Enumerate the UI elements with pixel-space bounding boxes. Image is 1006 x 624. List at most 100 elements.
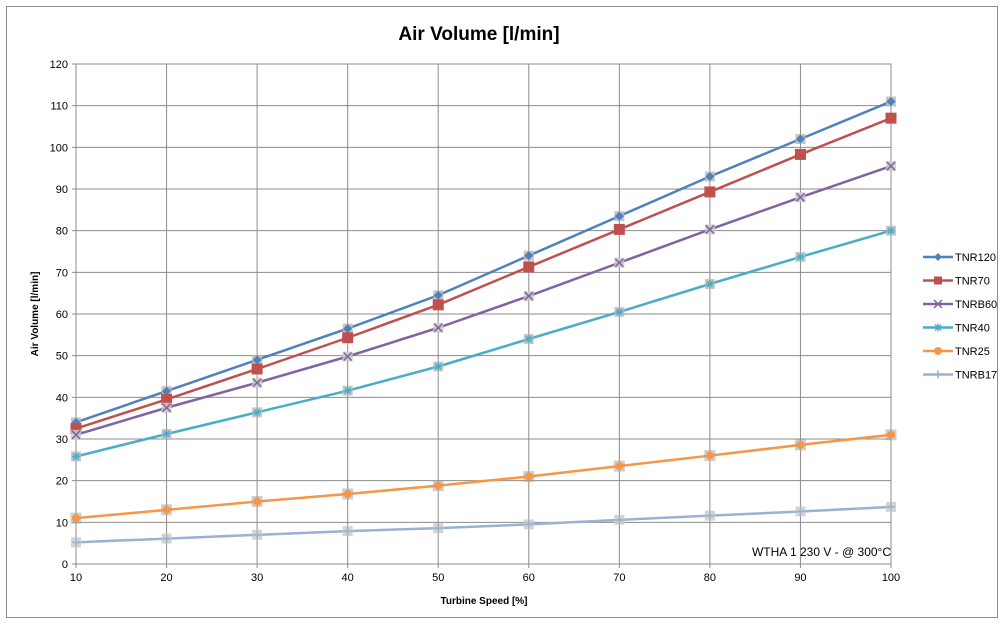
data-point-tnr120 xyxy=(614,211,625,222)
legend-marker-tnr25 xyxy=(934,347,942,355)
data-point-tnrb17 xyxy=(342,526,353,537)
x-tick-label: 90 xyxy=(794,572,806,584)
data-point-tnr120 xyxy=(795,134,806,144)
data-point-tnr70 xyxy=(523,261,535,273)
data-point-tnrb17 xyxy=(161,533,172,544)
data-point-tnr25 xyxy=(885,429,897,441)
y-tick-label: 100 xyxy=(50,142,68,154)
legend-marker-tnr120 xyxy=(934,253,942,261)
y-tick-label: 70 xyxy=(56,267,68,279)
y-tick-label: 20 xyxy=(56,476,68,488)
legend-item-tnrb60: TNRB60 xyxy=(923,299,997,311)
series-tnr70 xyxy=(70,112,897,435)
data-point-tnrb60 xyxy=(161,402,172,413)
data-point-tnrb60 xyxy=(704,224,715,235)
data-point-tnr25 xyxy=(704,450,716,462)
data-point-tnrb17 xyxy=(523,519,534,530)
x-tick-label: 30 xyxy=(251,572,263,584)
data-point-tnrb17 xyxy=(795,506,806,517)
series-group xyxy=(70,96,897,548)
chart-title: Air Volume [l/min] xyxy=(398,24,559,45)
data-point-tnr40 xyxy=(886,225,896,236)
data-point-tnrb17 xyxy=(704,510,715,521)
x-tick-label: 40 xyxy=(342,572,354,584)
y-axis: 0 10 20 30 40 50 60 70 80 90 100 110 120 xyxy=(50,59,76,571)
y-tick-label: 0 xyxy=(62,559,68,571)
series-line-tnr70 xyxy=(75,117,892,430)
data-point-tnrb17 xyxy=(71,537,81,548)
data-point-tnr25 xyxy=(251,496,263,507)
y-tick-label: 110 xyxy=(50,101,68,113)
series-line-tnrb60 xyxy=(75,164,892,437)
legend-label-tnr40: TNR40 xyxy=(955,323,990,335)
data-point-tnr70 xyxy=(613,223,625,235)
data-point-tnr40 xyxy=(704,279,715,289)
data-point-tnr40 xyxy=(71,451,81,462)
series-line-tnrb17 xyxy=(75,505,892,544)
legend-item-tnr70: TNR70 xyxy=(923,276,990,288)
data-point-tnr70 xyxy=(161,393,173,405)
data-point-tnrb60 xyxy=(886,161,896,172)
legend-marker-tnrb17 xyxy=(934,370,942,379)
data-point-tnr25 xyxy=(342,488,354,500)
data-point-tnrb17 xyxy=(252,529,263,540)
series-tnr120 xyxy=(71,96,896,428)
grid-lines xyxy=(75,63,892,565)
data-point-tnrb17 xyxy=(886,501,896,512)
y-tick-label: 80 xyxy=(56,226,68,238)
y-tick-label: 90 xyxy=(56,184,68,196)
x-tick-label: 60 xyxy=(523,572,535,584)
data-point-tnrb17 xyxy=(614,514,625,525)
data-point-tnr40 xyxy=(433,361,444,372)
data-point-tnr70 xyxy=(342,332,354,344)
x-tick-label: 70 xyxy=(613,572,625,584)
x-tick-label: 80 xyxy=(704,572,716,584)
data-point-tnr120 xyxy=(433,290,444,301)
series-tnr25 xyxy=(70,429,897,524)
legend-item-tnr120: TNR120 xyxy=(923,252,996,264)
y-tick-label: 40 xyxy=(56,392,68,404)
y-tick-label: 120 xyxy=(50,59,68,71)
y-axis-title: Air Volume [l/min] xyxy=(30,272,41,357)
data-point-tnr25 xyxy=(523,471,535,482)
legend-label-tnr70: TNR70 xyxy=(955,276,990,288)
data-point-tnrb60 xyxy=(252,377,263,388)
y-tick-label: 10 xyxy=(56,517,68,529)
series-line-tnr120 xyxy=(75,100,892,424)
data-point-tnrb60 xyxy=(795,192,806,203)
series-tnr40 xyxy=(71,225,896,462)
data-point-tnr40 xyxy=(614,306,625,317)
series-line-tnr25 xyxy=(75,433,892,520)
data-point-tnrb60 xyxy=(71,429,81,440)
y-tick-label: 60 xyxy=(56,309,68,321)
data-point-tnr70 xyxy=(885,112,897,124)
data-point-tnr70 xyxy=(251,363,263,375)
data-point-tnr70 xyxy=(704,186,716,198)
series-tnrb60 xyxy=(71,161,896,440)
data-point-tnr120 xyxy=(886,96,896,107)
legend-marker-tnrb60 xyxy=(933,299,943,309)
data-point-tnr40 xyxy=(252,407,263,418)
data-point-tnr120 xyxy=(523,250,534,261)
data-point-tnr40 xyxy=(795,251,806,262)
legend-label-tnr25: TNR25 xyxy=(955,346,990,358)
data-point-tnr120 xyxy=(161,386,172,397)
chart-frame xyxy=(6,6,998,618)
y-tick-label: 50 xyxy=(56,351,68,363)
x-axis: 10 20 30 40 50 60 70 80 90 100 xyxy=(70,564,900,584)
legend-label-tnr120: TNR120 xyxy=(955,252,996,264)
x-tick-label: 100 xyxy=(882,572,900,584)
legend-marker-tnr40 xyxy=(934,323,942,332)
legend-item-tnr25: TNR25 xyxy=(923,346,990,358)
series-tnrb17 xyxy=(71,501,896,548)
data-point-tnr120 xyxy=(704,171,715,182)
data-point-tnrb60 xyxy=(433,322,444,333)
data-point-tnrb60 xyxy=(523,291,534,302)
data-point-tnr70 xyxy=(794,148,806,160)
x-tick-label: 10 xyxy=(70,572,82,584)
data-point-tnr25 xyxy=(613,460,625,472)
data-point-tnr120 xyxy=(252,354,263,365)
legend-label-tnrb60: TNRB60 xyxy=(955,299,997,311)
x-axis-title: Turbine Speed [%] xyxy=(440,596,527,607)
